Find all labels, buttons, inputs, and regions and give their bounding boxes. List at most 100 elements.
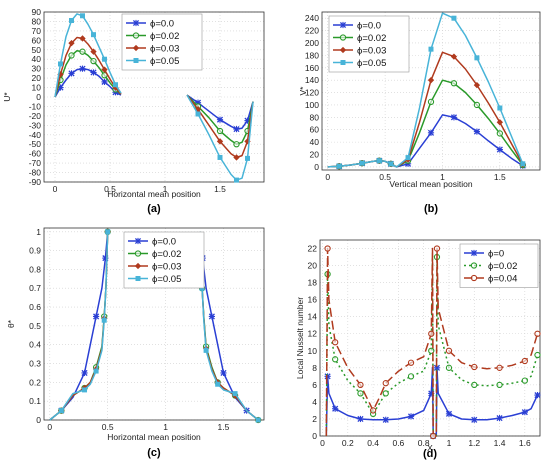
x-tick-label: 0.2 <box>342 438 354 448</box>
legend-label: ϕ=0.04 <box>488 274 517 285</box>
data-point <box>135 275 141 281</box>
chart-a: -90-80-70-60-50-40-30-20-100102030405060… <box>2 7 265 215</box>
plot-frame <box>43 227 265 421</box>
series-3 <box>49 229 261 423</box>
data-point <box>496 146 503 153</box>
data-point <box>359 160 365 166</box>
x-axis-label: X <box>427 443 433 453</box>
series-line <box>186 94 254 159</box>
y-tick-label: -50 <box>29 139 42 149</box>
series-3 <box>54 13 254 183</box>
data-point <box>69 17 75 23</box>
chart-d: 0 2 4 6 8 10 12 14 16 18 20 22 0 0.2 0.4 0.6 0.8 1 1.2 1.4 1… <box>295 239 541 460</box>
panel-label: (d) <box>423 448 437 460</box>
y-tick-label: 0 <box>36 415 41 425</box>
series-3 <box>327 12 526 169</box>
series-line <box>49 231 109 421</box>
x-tick-label: 1 <box>163 422 168 432</box>
data-point <box>496 119 504 126</box>
x-tick-label: 0.4 <box>367 438 379 448</box>
data-point <box>339 21 347 29</box>
series-0 <box>327 114 526 170</box>
y-tick-label: 2 <box>312 414 317 424</box>
data-point <box>521 377 528 384</box>
y-tick-label: 180 <box>305 50 319 60</box>
data-point <box>521 409 528 416</box>
data-point <box>534 330 541 337</box>
x-tick-label: 1 <box>163 184 168 194</box>
y-tick-label: 140 <box>305 75 319 85</box>
data-point <box>195 111 201 117</box>
data-point <box>428 330 435 337</box>
data-point <box>336 163 342 169</box>
x-tick-label: 0.6 <box>392 438 404 448</box>
x-tick-label: 0 <box>53 184 58 194</box>
y-tick-label: 0.2 <box>29 377 41 387</box>
data-point <box>208 313 215 320</box>
data-point <box>534 391 541 399</box>
data-point <box>324 373 331 380</box>
data-point <box>496 415 503 422</box>
data-point <box>68 70 75 77</box>
y-tick-label: 0 <box>312 431 317 441</box>
y-tick-label: 0.8 <box>29 264 41 274</box>
y-tick-label: 1 <box>36 227 41 237</box>
y-tick-label: 220 <box>305 26 319 36</box>
legend-label: ϕ=0.02 <box>150 31 179 42</box>
x-tick-label: 0 <box>325 172 330 182</box>
data-point <box>93 368 99 374</box>
x-tick-label: 1.6 <box>519 438 531 448</box>
data-point <box>101 317 107 323</box>
y-tick-label: 0.4 <box>29 340 41 350</box>
data-point <box>445 364 453 371</box>
y-tick-label: 40 <box>310 137 320 147</box>
data-point <box>113 82 119 88</box>
x-tick-label: 1 <box>447 438 452 448</box>
y-tick-label: 240 <box>305 13 319 23</box>
y-tick-label: 20 <box>310 150 320 160</box>
data-point <box>496 364 503 371</box>
data-point <box>470 249 478 257</box>
y-tick-label: 60 <box>310 125 320 135</box>
x-tick-label: 1.2 <box>468 438 480 448</box>
y-tick-label: 20 <box>308 261 318 271</box>
y-tick-label: -40 <box>29 130 42 140</box>
x-axis-label: Vertical mean position <box>389 179 472 189</box>
panel-label: (c) <box>147 447 161 459</box>
legend-label: ϕ=0.0 <box>152 237 176 248</box>
plot-frame <box>319 239 541 437</box>
panel-label: (b) <box>424 203 438 215</box>
y-tick-label: 0.6 <box>29 302 41 312</box>
data-point <box>134 250 142 257</box>
y-tick-label: 0.9 <box>29 246 41 256</box>
data-point <box>216 116 224 123</box>
y-tick-label: 60 <box>32 35 42 45</box>
data-point <box>428 46 434 52</box>
data-point <box>102 56 108 62</box>
y-tick-label: -30 <box>29 120 42 130</box>
data-point <box>369 407 377 414</box>
data-point <box>245 155 251 161</box>
y-tick-label: 40 <box>32 54 42 64</box>
y-tick-label: -60 <box>29 149 42 159</box>
data-point <box>382 380 389 387</box>
x-axis-label: Horizontal mean position <box>107 432 201 442</box>
data-point <box>90 69 97 76</box>
data-point <box>215 381 221 387</box>
data-point <box>90 57 97 65</box>
data-point <box>255 417 261 423</box>
data-point <box>105 229 111 235</box>
y-tick-label: 160 <box>305 63 319 73</box>
y-tick-label: 30 <box>32 64 42 74</box>
y-tick-label: -90 <box>29 177 42 187</box>
series-0 <box>54 65 254 133</box>
y-axis-label: Local Nusselt number <box>295 297 305 379</box>
data-point <box>473 101 481 109</box>
data-point <box>520 161 526 167</box>
data-point <box>80 13 86 19</box>
data-point <box>339 34 347 41</box>
data-point <box>324 245 331 252</box>
data-point <box>357 381 364 389</box>
data-point <box>450 80 458 87</box>
legend-label: ϕ=0.02 <box>357 33 386 44</box>
